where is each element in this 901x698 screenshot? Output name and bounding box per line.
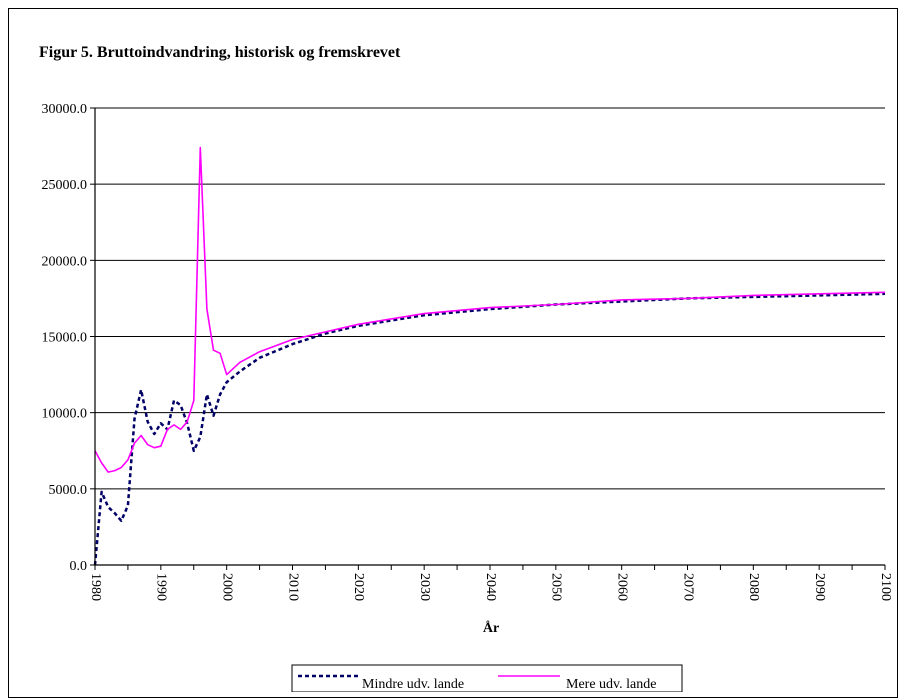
legend-label: Mere udv. lande (566, 677, 656, 692)
x-tick-label: 2020 (351, 573, 366, 601)
x-axis-title: År (483, 620, 499, 636)
legend: Mindre udv. lande Mere udv. lande (291, 664, 683, 692)
y-axis-ticks: 0.0 5000.0 10000.0 15000.0 20000.0 25000.0 300… (42, 102, 95, 574)
y-tick-label: 20000.0 (42, 254, 88, 269)
legend-box (291, 664, 683, 692)
x-tick-label: 2010 (285, 573, 300, 601)
x-axis-ticks: 1980 1990 2000 2010 2020 2030 2040 2050 2060 2070… (88, 565, 893, 601)
y-tick-label: 25000.0 (42, 178, 88, 193)
y-tick-label: 5000.0 (49, 483, 88, 498)
x-tick-label: 2050 (549, 573, 564, 601)
x-tick-label: 2040 (483, 573, 498, 601)
chart-frame: Figur 5. Bruttoindvandring, historisk og… (8, 8, 898, 698)
series-line-mere-udv-lande (94, 146, 886, 473)
x-tick-label: 1980 (88, 573, 103, 601)
x-tick-label: 2080 (746, 573, 761, 601)
x-tick-label: 2030 (417, 573, 432, 601)
legend-label: Mindre udv. lande (362, 677, 464, 692)
y-tick-label: 0.0 (70, 559, 88, 574)
x-tick-label: 1990 (154, 573, 169, 601)
gridlines (95, 107, 885, 490)
y-tick-label: 15000.0 (42, 331, 88, 346)
series-line-mindre-udv-lande (93, 292, 886, 566)
y-tick-label: 30000.0 (42, 102, 88, 117)
y-tick-label: 10000.0 (42, 407, 88, 422)
x-tick-label: 2100 (878, 573, 893, 601)
x-tick-label: 2090 (812, 573, 827, 601)
x-tick-label: 2000 (219, 573, 234, 601)
chart-title: Figur 5. Bruttoindvandring, historisk og… (39, 44, 401, 61)
x-tick-label: 2060 (614, 573, 629, 601)
x-tick-label: 2070 (680, 573, 695, 601)
series-layer (93, 146, 886, 566)
